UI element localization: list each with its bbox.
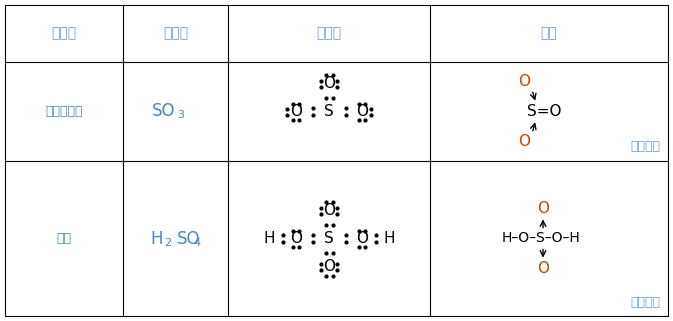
Text: O: O xyxy=(518,74,530,89)
Text: H–O–S–O–H: H–O–S–O–H xyxy=(501,231,580,246)
Text: O: O xyxy=(290,231,302,246)
Text: 物質名: 物質名 xyxy=(51,27,77,40)
Text: S=O: S=O xyxy=(527,104,561,119)
Text: 四面体型: 四面体型 xyxy=(630,296,660,308)
Text: SO: SO xyxy=(152,102,176,120)
Text: 三角形型: 三角形型 xyxy=(630,141,660,153)
Text: O: O xyxy=(537,201,549,216)
Text: O: O xyxy=(537,261,549,276)
Text: SO: SO xyxy=(176,230,200,247)
Text: 分子式: 分子式 xyxy=(163,27,188,40)
Text: O: O xyxy=(323,203,335,218)
Text: S: S xyxy=(324,231,334,246)
Text: 構造: 構造 xyxy=(540,27,557,40)
Text: S: S xyxy=(324,104,334,119)
Text: 電子式: 電子式 xyxy=(316,27,342,40)
Text: 2: 2 xyxy=(164,238,172,247)
Text: O: O xyxy=(356,104,368,119)
Text: O: O xyxy=(518,134,530,149)
Text: H: H xyxy=(263,231,275,246)
Text: 4: 4 xyxy=(194,238,201,247)
Text: O: O xyxy=(323,259,335,274)
Text: H: H xyxy=(150,230,162,247)
Text: O: O xyxy=(356,231,368,246)
Text: 3: 3 xyxy=(178,110,184,120)
Text: 硫酸: 硫酸 xyxy=(57,232,71,245)
Text: 三酸化硫黄: 三酸化硫黄 xyxy=(45,105,83,118)
Text: O: O xyxy=(290,104,302,119)
Text: O: O xyxy=(323,76,335,91)
Text: H: H xyxy=(383,231,395,246)
